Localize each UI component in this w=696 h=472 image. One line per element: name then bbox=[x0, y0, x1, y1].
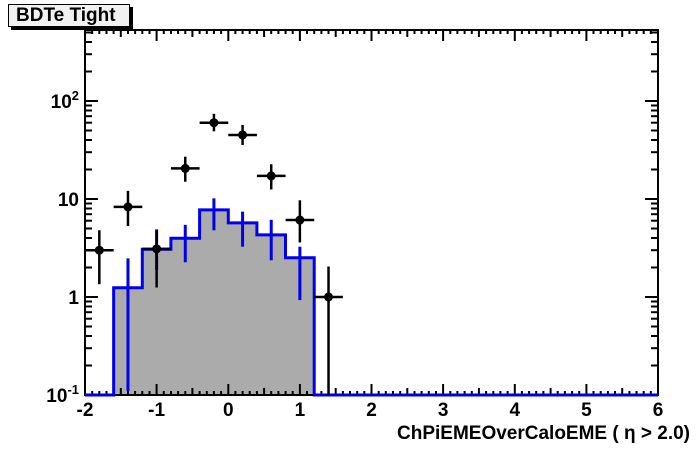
histogram-error-bars bbox=[126, 198, 302, 391]
x-tick-label: -2 bbox=[77, 400, 94, 421]
data-point-marker bbox=[324, 292, 334, 302]
x-tick-label: 3 bbox=[438, 400, 449, 421]
x-tick-label: 1 bbox=[295, 400, 306, 421]
x-tick-label: 4 bbox=[509, 400, 520, 421]
histogram-fill-area bbox=[85, 209, 658, 395]
x-axis-title: ChPiEMEOverCaloEME ( η > 2.0) bbox=[397, 423, 690, 444]
data-point-marker bbox=[94, 245, 104, 255]
x-tick-label: 2 bbox=[366, 400, 377, 421]
y-tick-label: 10 bbox=[58, 190, 79, 211]
x-tick-label: 5 bbox=[581, 400, 592, 421]
data-point-marker bbox=[295, 215, 305, 225]
x-tick-label: 6 bbox=[653, 400, 664, 421]
data-point-marker bbox=[209, 118, 219, 128]
histogram-fill bbox=[85, 209, 658, 395]
data-point-marker bbox=[123, 202, 133, 212]
data-point-marker bbox=[180, 163, 190, 173]
data-point-marker bbox=[266, 171, 276, 181]
x-tick-label: 0 bbox=[223, 400, 234, 421]
y-tick-labels: 10-1 1 10 102 bbox=[46, 88, 79, 407]
y-tick-label: 10-1 bbox=[46, 382, 79, 407]
data-point-marker bbox=[238, 130, 248, 140]
y-tick-label: 102 bbox=[51, 88, 79, 113]
y-tick-label: 1 bbox=[68, 288, 79, 309]
x-tick-labels: -2 -1 0 1 2 3 4 5 6 bbox=[77, 400, 664, 421]
title-box-label: BDTe Tight bbox=[16, 4, 116, 26]
data-point-marker bbox=[152, 244, 162, 254]
title-box: BDTe Tight bbox=[8, 4, 130, 27]
x-tick-label: -1 bbox=[148, 400, 165, 421]
data-points bbox=[85, 113, 343, 395]
